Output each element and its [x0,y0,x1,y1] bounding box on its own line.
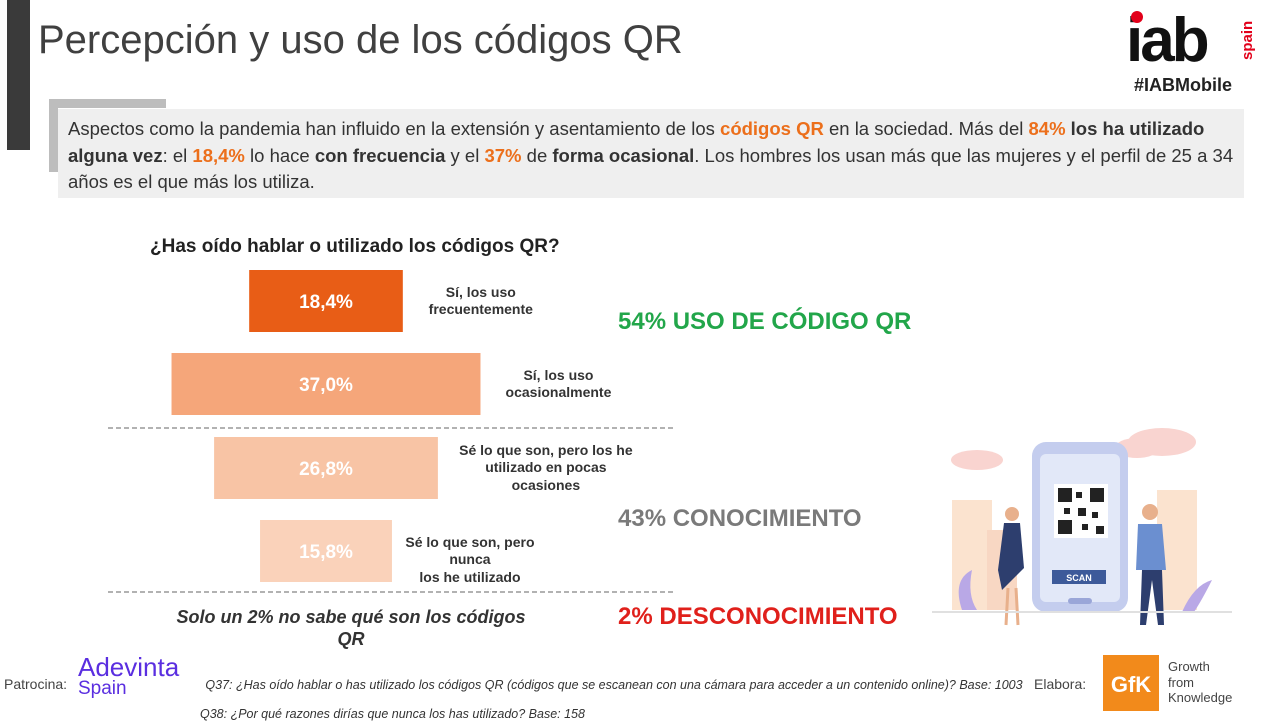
gfk-logo: GfK [1103,655,1159,711]
source-note-2: Q38: ¿Por qué razones dirías que nunca l… [200,707,585,721]
group-label-knowledge: 43% CONOCIMIENTO [618,505,862,532]
qr-code-icon [1058,488,1104,534]
gfk-tagline: Growth from Knowledge [1168,659,1233,705]
chart-note: Solo un 2% no sabe qué son los códigos Q… [176,607,526,649]
sponsor-label: Patrocina: [4,676,68,692]
bar-4 [260,520,392,582]
bar-value-label-1: 18,4% [299,292,353,313]
bar-3 [214,437,438,499]
adevinta-logo: Adevinta Spain [78,652,180,699]
group-label-usage: 54% USO DE CÓDIGO QR [618,308,912,335]
qr-scan-illustration: SCAN [932,428,1232,626]
chart-title: ¿Has oído hablar o utilizado los códigos… [150,236,560,257]
woman-legs [1004,587,1020,626]
category-label-3: Sé lo que son, pero los he utilizado en p… [459,441,633,493]
scan-button [1052,570,1106,584]
iab-logo-dot [1131,11,1143,23]
svg-text:GfK: GfK [1111,672,1151,697]
source-note: Q37: ¿Has oído hablar o has utilizado lo… [205,678,1023,692]
svg-text:spain: spain [1240,21,1256,60]
man-head [1142,504,1158,520]
summary-text: Aspectos como la pandemia han influido e… [68,118,1234,192]
bar-value-label-2: 37,0% [299,375,353,396]
scan-label: SCAN [1066,573,1092,583]
cloud-shape [951,450,1003,470]
woman-figure [998,523,1024,590]
building-shape [952,500,992,610]
plant-shape [958,570,977,610]
bar-value-label-3: 26,8% [299,459,353,480]
bar-value-label-4: 15,8% [299,542,353,563]
group-label-unawareness: 2% DESCONOCIMIENTO [618,603,898,630]
iab-spain-logo: iab spain #IABMobile [1124,6,1256,96]
page-title: Percepción y uso de los códigos QR [38,18,683,62]
man-figure [1136,524,1166,570]
woman-head [1005,507,1019,521]
title-accent-bar [7,0,30,150]
man-legs [1140,570,1164,625]
bar-1 [249,270,403,332]
category-label-4: Sé lo que son, pero nunca los he utilizad… [405,533,535,585]
summary-callout [58,109,1244,198]
plant-shape [1182,580,1212,612]
category-label-1: Sí, los uso frecuentemente [428,283,533,318]
hashtag-label: #IABMobile [1134,75,1233,95]
phone-home-button [1068,598,1092,604]
bar-2 [171,353,481,415]
iab-logo-spain: spain [1240,21,1256,60]
category-label-2: Sí, los uso ocasionalmente [505,366,612,401]
callout-bracket [49,99,166,172]
producer-label: Elabora: [1034,676,1087,692]
